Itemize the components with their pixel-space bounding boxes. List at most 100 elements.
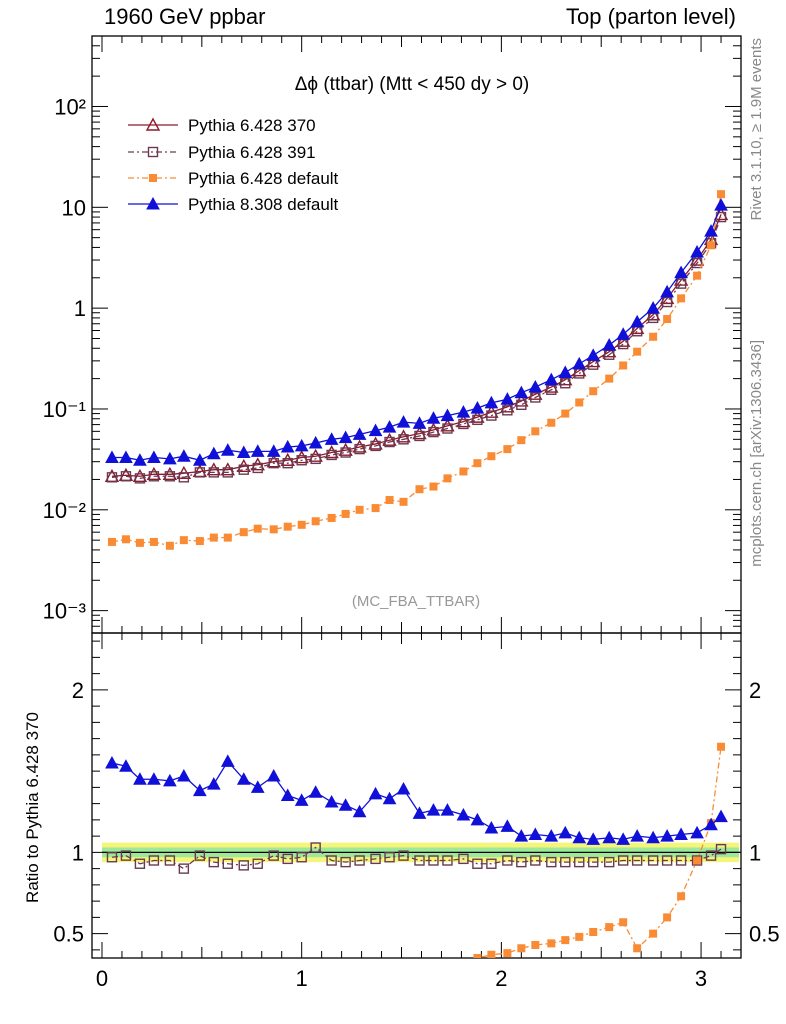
y-tick-label: 10⁻¹ <box>43 397 86 422</box>
x-tick-label: 3 <box>695 966 707 991</box>
data-point <box>440 418 455 432</box>
data-point <box>516 856 527 868</box>
ratio-y-tick-label: 1 <box>72 840 84 865</box>
data-point <box>619 361 628 370</box>
data-point <box>677 294 686 303</box>
ratio-y-tick-label-right: 1 <box>749 840 761 865</box>
data-point <box>370 853 381 865</box>
data-point <box>294 450 309 464</box>
data-point <box>254 974 262 982</box>
series-pythia-6-428-370 <box>104 206 729 482</box>
data-point <box>371 504 380 513</box>
header-process-label: Top (parton level) <box>566 4 736 29</box>
series-pythia-6-428-default <box>107 190 726 550</box>
data-point <box>385 496 394 505</box>
data-point <box>308 785 323 798</box>
y-tick-label: 10 <box>62 195 86 220</box>
data-point <box>368 423 383 437</box>
data-point <box>147 772 161 785</box>
data-point <box>382 420 397 433</box>
data-point <box>619 918 628 927</box>
data-point <box>252 858 263 869</box>
data-point <box>663 913 672 922</box>
data-point <box>415 965 423 973</box>
data-point <box>194 467 206 478</box>
data-point <box>486 410 497 421</box>
data-point <box>500 819 515 832</box>
data-point <box>575 398 584 407</box>
data-point <box>470 401 485 414</box>
data-point <box>414 855 425 866</box>
data-point <box>134 473 146 484</box>
data-point <box>586 832 601 845</box>
legend-label: Pythia 6.428 default <box>188 169 339 188</box>
data-point <box>296 455 307 466</box>
data-point <box>516 399 527 410</box>
data-point <box>240 975 248 983</box>
data-point <box>399 497 408 506</box>
data-point <box>589 928 598 936</box>
data-point <box>282 853 293 865</box>
data-point <box>588 856 599 868</box>
data-point <box>500 392 515 405</box>
data-point <box>269 525 278 534</box>
data-point <box>675 855 687 866</box>
data-point <box>412 806 427 819</box>
legend-marker <box>146 196 160 210</box>
data-point <box>472 858 483 869</box>
data-point <box>195 537 204 546</box>
data-point <box>107 537 116 546</box>
data-point <box>382 791 397 805</box>
data-point <box>629 320 645 335</box>
data-point <box>209 533 218 542</box>
data-point <box>148 855 160 866</box>
data-point <box>134 858 146 869</box>
data-point <box>412 426 427 440</box>
data-point <box>544 372 559 386</box>
data-point <box>487 452 496 461</box>
data-point <box>384 436 395 448</box>
data-point <box>284 975 292 983</box>
data-point <box>715 843 727 855</box>
data-point <box>714 198 728 211</box>
legend-entry: Pythia 6.428 391 <box>128 143 316 162</box>
data-point <box>459 959 467 967</box>
data-point <box>177 449 191 462</box>
data-point <box>633 944 642 953</box>
data-point <box>326 855 337 866</box>
data-point <box>646 830 660 844</box>
legend-label: Pythia 6.428 391 <box>188 143 316 162</box>
data-point <box>470 409 485 423</box>
data-point <box>572 356 587 370</box>
series-line <box>111 214 722 477</box>
data-point <box>531 427 540 436</box>
data-point <box>133 772 147 785</box>
data-point <box>106 472 118 483</box>
data-point <box>266 768 281 782</box>
data-point <box>502 855 513 866</box>
data-point <box>192 453 207 466</box>
data-point <box>194 850 206 861</box>
data-point <box>544 379 559 393</box>
data-point <box>354 855 365 866</box>
data-point <box>311 517 320 526</box>
data-point <box>338 798 353 811</box>
data-point <box>150 977 158 985</box>
data-point <box>547 939 556 948</box>
data-point <box>458 853 469 865</box>
data-point <box>119 450 133 464</box>
data-point <box>674 265 688 279</box>
data-point <box>268 457 279 469</box>
data-point <box>382 432 397 446</box>
ratio-y-tick-label-right: 2 <box>749 678 761 703</box>
data-point <box>631 855 643 866</box>
data-point <box>239 528 248 537</box>
data-point <box>572 830 587 844</box>
data-point <box>691 855 703 866</box>
data-point <box>250 444 265 457</box>
data-point <box>426 422 441 436</box>
data-point <box>649 929 658 938</box>
header-energy-label: 1960 GeV ppbar <box>104 4 266 29</box>
data-point <box>238 464 249 475</box>
data-point <box>208 856 220 868</box>
